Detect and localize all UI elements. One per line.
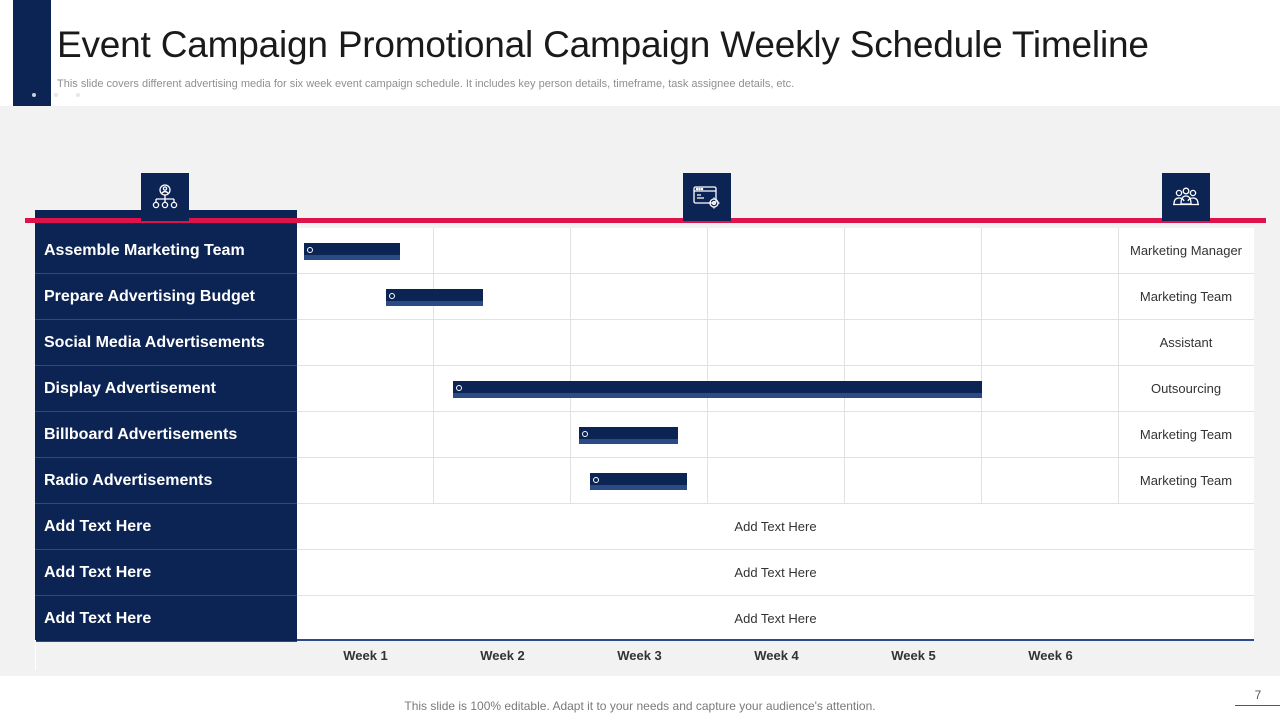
task-bar: [303, 243, 400, 260]
people-group-icon: [1162, 173, 1210, 221]
task-assignee: Assistant: [1159, 335, 1213, 350]
task-row: Assemble Marketing Team Marketing Manage…: [35, 228, 1254, 274]
task-label: Prepare Advertising Budget: [35, 274, 297, 320]
week-label: Week 4: [754, 648, 799, 663]
placeholder-label: Add Text Here: [35, 596, 297, 642]
week-label: Week 1: [343, 648, 388, 663]
task-assignee: Marketing Manager: [1130, 243, 1242, 258]
task-row: Prepare Advertising Budget Marketing Tea…: [35, 274, 1254, 320]
page-number: 7: [1254, 688, 1262, 702]
placeholder-row: Add Text Here Add Text Here: [35, 550, 1254, 596]
placeholder-text: Add Text Here: [734, 519, 817, 534]
page-title: Event Campaign Promotional Campaign Week…: [57, 24, 1149, 65]
placeholder-label: Add Text Here: [35, 550, 297, 596]
task-assignee: Outsourcing: [1150, 381, 1222, 396]
task-row: Social Media Advertisements Assistant: [35, 320, 1254, 366]
timeline-axis: [297, 639, 1254, 641]
week-label: Week 3: [617, 648, 662, 663]
task-assignee: Marketing Team: [1139, 473, 1233, 488]
task-label: Billboard Advertisements: [35, 412, 297, 458]
task-label: Radio Advertisements: [35, 458, 297, 504]
week-label: Week 5: [891, 648, 936, 663]
placeholder-text: Add Text Here: [734, 565, 817, 580]
task-label: Display Advertisement: [35, 366, 297, 412]
footer-note: This slide is 100% editable. Adapt it to…: [404, 699, 876, 713]
task-label: Social Media Advertisements: [35, 320, 297, 366]
task-bar: [590, 473, 688, 490]
placeholder-row: Add Text Here Add Text Here: [35, 596, 1254, 642]
task-assignee: Marketing Team: [1139, 427, 1233, 442]
axis-left-edge: [35, 640, 36, 670]
placeholder-row: Add Text Here Add Text Here: [35, 504, 1254, 550]
browser-settings-icon: [683, 173, 731, 221]
page-subtitle: This slide covers different advertising …: [57, 78, 795, 90]
task-assignee: Marketing Team: [1139, 289, 1233, 304]
task-bar: [453, 381, 982, 398]
week-label: Week 6: [1028, 648, 1073, 663]
task-bar: [579, 427, 678, 444]
task-row: Display Advertisement Outsourcing: [35, 366, 1254, 412]
placeholder-label: Add Text Here: [35, 504, 297, 550]
page-number-underline: [1235, 705, 1280, 706]
task-bar: [386, 289, 484, 306]
placeholder-text: Add Text Here: [734, 611, 817, 626]
task-row: Billboard Advertisements Marketing Team: [35, 412, 1254, 458]
task-row: Radio Advertisements Marketing Team: [35, 458, 1254, 504]
week-label: Week 2: [480, 648, 525, 663]
schedule-grid: Assemble Marketing Team Marketing Manage…: [35, 228, 1254, 642]
team-network-icon: [141, 173, 189, 221]
task-label: Assemble Marketing Team: [35, 228, 297, 274]
header-divider: [25, 218, 1266, 223]
